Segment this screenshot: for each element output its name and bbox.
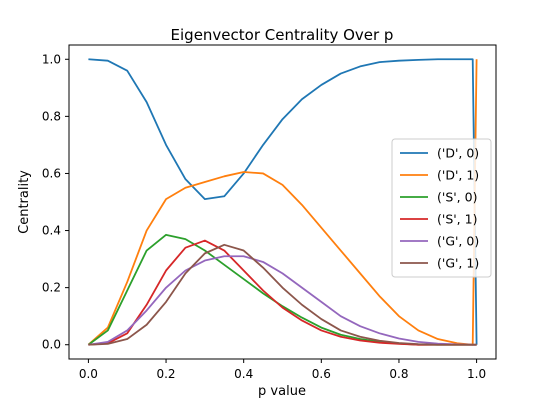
- series-line-5: [88, 243, 477, 346]
- legend-label: ('S', 0): [437, 190, 477, 205]
- legend-label: ('G', 0): [437, 234, 479, 249]
- legend-label: ('D', 0): [437, 146, 479, 161]
- y-axis-label: Centrality: [17, 170, 32, 234]
- x-tick-label: 1.0: [467, 367, 486, 381]
- y-tick-label: 0.8: [42, 109, 61, 123]
- y-tick-label: 0.0: [42, 338, 61, 352]
- x-tick-label: 0.0: [79, 367, 98, 381]
- y-axis-ticks: 0.0 0.2 0.4 0.6 0.8 1.0: [42, 52, 69, 352]
- chart-title: Eigenvector Centrality Over p: [171, 26, 394, 44]
- axes-frame: [68, 44, 497, 360]
- series-line-4: [88, 255, 477, 346]
- legend-frame: [391, 138, 492, 278]
- series-line-0: [88, 58, 478, 345]
- x-tick-label: 0.8: [389, 367, 408, 381]
- x-tick-label: 0.4: [234, 367, 253, 381]
- y-tick-label: 1.0: [42, 52, 61, 66]
- plot-area: [68, 44, 497, 360]
- y-tick-label: 0.4: [42, 224, 61, 238]
- x-axis-label: p value: [258, 384, 306, 399]
- legend-label: ('G', 1): [437, 256, 479, 271]
- y-tick-label: 0.2: [42, 281, 61, 295]
- legend: ('D', 0) ('D', 1) ('S', 0) ('S', 1) ('G', 0)…: [391, 138, 492, 278]
- x-tick-label: 0.2: [156, 367, 175, 381]
- legend-label: ('D', 1): [437, 168, 479, 183]
- x-tick-label: 0.6: [312, 367, 331, 381]
- legend-label: ('S', 1): [437, 212, 477, 227]
- y-tick-label: 0.6: [42, 166, 61, 180]
- x-axis-ticks: 0.0 0.2 0.4 0.6 0.8 1.0: [79, 359, 486, 381]
- series-line-1: [87, 59, 478, 346]
